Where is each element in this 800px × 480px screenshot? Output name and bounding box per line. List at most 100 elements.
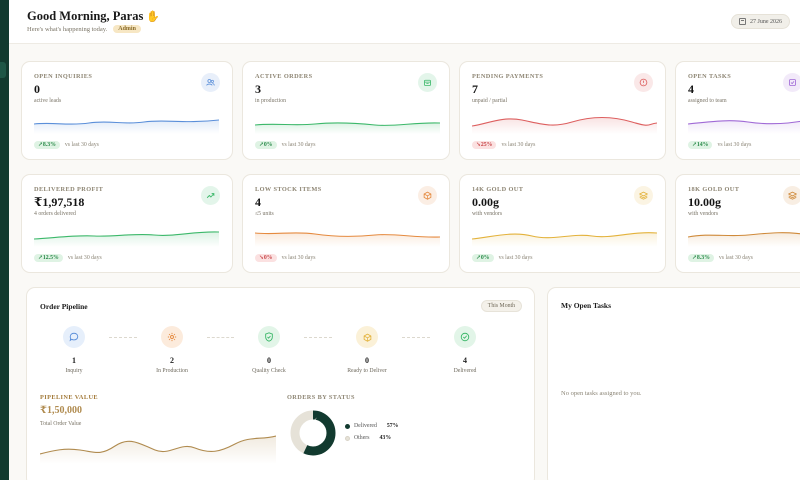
stage-count: 0: [365, 356, 369, 365]
stage-connector: [304, 337, 332, 338]
pipeline-value-sparkline: [40, 435, 276, 464]
pipeline-value: ₹1,50,000: [40, 405, 82, 416]
pipeline-stage[interactable]: 2 In Production: [137, 326, 207, 374]
layers-icon: [783, 186, 800, 205]
stat-value: 7: [472, 82, 478, 96]
stage-connector: [109, 337, 137, 338]
stat-value: 0: [34, 82, 40, 96]
stat-label: ACTIVE ORDERS: [255, 73, 313, 80]
stage-label: In Production: [156, 368, 188, 374]
trend-arrow-icon: ↘: [259, 255, 264, 261]
chat-icon: [63, 326, 85, 348]
pipeline-stage[interactable]: 4 Delivered: [430, 326, 500, 374]
date-text: 27 June 2026: [750, 18, 782, 25]
shield-check-icon: [258, 326, 280, 348]
stage-label: Inquiry: [65, 368, 83, 374]
stat-label: 18K GOLD OUT: [688, 186, 740, 193]
page-subtitle: Here's what's happening today. Admin: [27, 25, 141, 33]
box-icon: [418, 73, 437, 92]
trend-badge: ↗8.3%: [34, 141, 60, 149]
stat-footer: ↗0% vs last 30 days: [472, 254, 533, 262]
order-pipeline-panel: Order Pipeline This Month 1 Inquiry 2 In…: [26, 287, 535, 480]
sidebar-active-indicator: [0, 62, 6, 78]
stat-card[interactable]: OPEN TASKS 4 assigned to team ↗14% vs la…: [675, 61, 800, 160]
alert-circle-icon: [634, 73, 653, 92]
stat-card[interactable]: PENDING PAYMENTS 7 unpaid / partial ↘25%…: [459, 61, 666, 160]
stat-label: OPEN INQUIRIES: [34, 73, 93, 80]
trend-arrow-icon: ↗: [38, 255, 43, 261]
stat-value: 0.00g: [472, 195, 499, 209]
stat-sub: in production: [255, 98, 287, 104]
date-chip[interactable]: 27 June 2026: [731, 14, 790, 29]
stat-card[interactable]: 14K GOLD OUT 0.00g with vendors ↗0% vs l…: [459, 174, 666, 273]
stat-card[interactable]: 18K GOLD OUT 10.00g with vendors ↗8.3% v…: [675, 174, 800, 273]
pipeline-stage[interactable]: 0 Ready to Deliver: [332, 326, 402, 374]
stat-footer: ↘0% vs last 30 days: [255, 254, 316, 262]
trend-compare: vs last 30 days: [718, 255, 753, 261]
task-icon: [783, 73, 800, 92]
my-open-tasks-panel: My Open Tasks No open tasks assigned to …: [547, 287, 800, 480]
trend-badge: ↗8.3%: [688, 254, 714, 262]
stage-connector: [402, 337, 430, 338]
stat-sub: 4 orders delivered: [34, 211, 76, 217]
trend-badge: ↘0%: [255, 254, 277, 262]
trend-compare: vs last 30 days: [281, 142, 316, 148]
stat-sub: with vendors: [688, 211, 719, 217]
orders-by-status-label: ORDERS BY STATUS: [287, 394, 355, 401]
stat-sparkline: [255, 122, 440, 134]
check-circle-icon: [454, 326, 476, 348]
stat-footer: ↗8.3% vs last 30 days: [688, 254, 753, 262]
trend-compare: vs last 30 days: [717, 142, 752, 148]
stat-card[interactable]: ACTIVE ORDERS 3 in production ↗0% vs las…: [242, 61, 450, 160]
users-icon: [201, 73, 220, 92]
stat-footer: ↗0% vs last 30 days: [255, 141, 316, 149]
stage-count: 0: [267, 356, 271, 365]
stat-label: DELIVERED PROFIT: [34, 186, 104, 193]
page-title: Good Morning, Paras ✋: [27, 9, 161, 23]
trend-arrow-icon: ↗: [476, 255, 481, 261]
trend-compare: vs last 30 days: [498, 255, 533, 261]
stat-card[interactable]: LOW STOCK ITEMS 4 ≤5 units ↘0% vs last 3…: [242, 174, 450, 273]
trend-arrow-icon: ↘: [476, 142, 481, 148]
role-badge: Admin: [113, 25, 141, 33]
package-icon: [418, 186, 437, 205]
trend-arrow-icon: ↗: [38, 142, 43, 148]
stat-value: 4: [255, 195, 261, 209]
stat-sub: active leads: [34, 98, 62, 104]
pipeline-title: Order Pipeline: [40, 302, 88, 311]
stat-label: 14K GOLD OUT: [472, 186, 524, 193]
stat-sparkline: [688, 232, 800, 247]
stat-sub: ≤5 units: [255, 211, 274, 217]
stat-card[interactable]: OPEN INQUIRIES 0 active leads ↗8.3% vs l…: [21, 61, 233, 160]
period-selector[interactable]: This Month: [480, 300, 522, 312]
stat-sparkline: [472, 116, 657, 134]
pipeline-stage[interactable]: 0 Quality Check: [234, 326, 304, 374]
stat-footer: ↘25% vs last 30 days: [472, 141, 535, 149]
trend-badge: ↘25%: [472, 141, 497, 149]
trending-up-icon: [201, 186, 220, 205]
tasks-empty-message: No open tasks assigned to you.: [561, 390, 642, 397]
trend-badge: ↗0%: [255, 141, 277, 149]
stat-sparkline: [34, 119, 219, 134]
stat-card[interactable]: DELIVERED PROFIT ₹1,97,518 4 orders deli…: [21, 174, 233, 273]
stat-value: 4: [688, 82, 694, 96]
package-icon: [356, 326, 378, 348]
stat-label: LOW STOCK ITEMS: [255, 186, 322, 193]
stat-sub: assigned to team: [688, 98, 727, 104]
trend-compare: vs last 30 days: [501, 142, 536, 148]
trend-badge: ↗12.5%: [34, 254, 63, 262]
stat-sparkline: [34, 231, 219, 247]
stat-label: PENDING PAYMENTS: [472, 73, 544, 80]
stat-sparkline: [255, 232, 440, 247]
stat-value: ₹1,97,518: [34, 195, 85, 209]
pipeline-stage[interactable]: 1 Inquiry: [39, 326, 109, 374]
orders-by-status-donut: [290, 410, 336, 456]
trend-arrow-icon: ↗: [259, 142, 264, 148]
top-header: Good Morning, Paras ✋ Here's what's happe…: [9, 0, 800, 44]
gear-icon: [161, 326, 183, 348]
legend-dot: [345, 423, 350, 429]
stage-label: Quality Check: [252, 368, 286, 374]
wave-icon: ✋: [146, 11, 161, 23]
tasks-title: My Open Tasks: [561, 301, 612, 310]
trend-badge: ↗14%: [688, 141, 713, 149]
